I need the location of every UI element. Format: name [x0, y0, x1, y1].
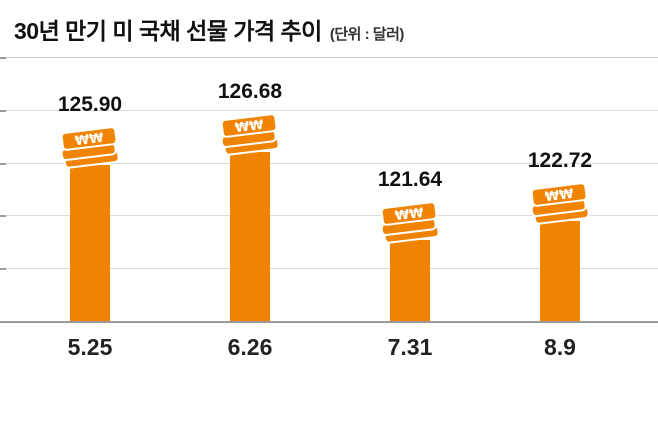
bar-group: 125.90 ₩₩: [25, 93, 155, 321]
axis-tick: [0, 163, 6, 165]
x-axis-label: 5.25: [67, 334, 113, 360]
money-stack-icon: ₩₩: [215, 109, 285, 157]
bar: [230, 152, 270, 321]
x-axis-label: 8.9: [544, 334, 576, 360]
svg-text:₩₩: ₩₩: [234, 118, 265, 136]
bar: [390, 240, 430, 321]
bar-value-label: 122.72: [527, 149, 593, 172]
bar-value-label: 125.90: [57, 93, 123, 116]
bar-group: 121.64 ₩₩: [345, 168, 475, 321]
chart-header: 30년 만기 미 국채 선물 가격 추이 (단위 : 달러): [14, 12, 648, 46]
bar-group: 122.72 ₩₩: [495, 149, 625, 321]
unit-note: (단위 : 달러): [329, 26, 405, 43]
money-stack-icon: ₩₩: [55, 122, 125, 170]
svg-text:₩₩: ₩₩: [394, 206, 425, 224]
gridline: [0, 110, 658, 111]
axis-tick: [0, 110, 6, 112]
axis-tick: [0, 215, 6, 217]
money-stack-icon: ₩₩: [375, 197, 445, 245]
bar: [70, 165, 110, 321]
svg-text:₩₩: ₩₩: [74, 131, 105, 149]
bar: [540, 221, 580, 321]
x-axis-label: 6.26: [227, 334, 273, 360]
page-title: 30년 만기 미 국채 선물 가격 추이: [14, 18, 322, 44]
gridline: [0, 268, 658, 269]
bar-value-label: 121.64: [377, 168, 443, 191]
money-stack-icon: ₩₩: [525, 178, 595, 226]
axis-tick: [0, 268, 6, 270]
bar-chart: 125.90 ₩₩ 126.68: [0, 57, 658, 323]
bar-value-label: 126.68: [217, 80, 283, 103]
gridline: [0, 163, 658, 164]
bar-group: 126.68 ₩₩: [185, 80, 315, 321]
svg-text:₩₩: ₩₩: [544, 187, 575, 205]
axis-tick: [0, 57, 6, 59]
gridline: [0, 215, 658, 216]
x-axis-label: 7.31: [387, 334, 433, 360]
